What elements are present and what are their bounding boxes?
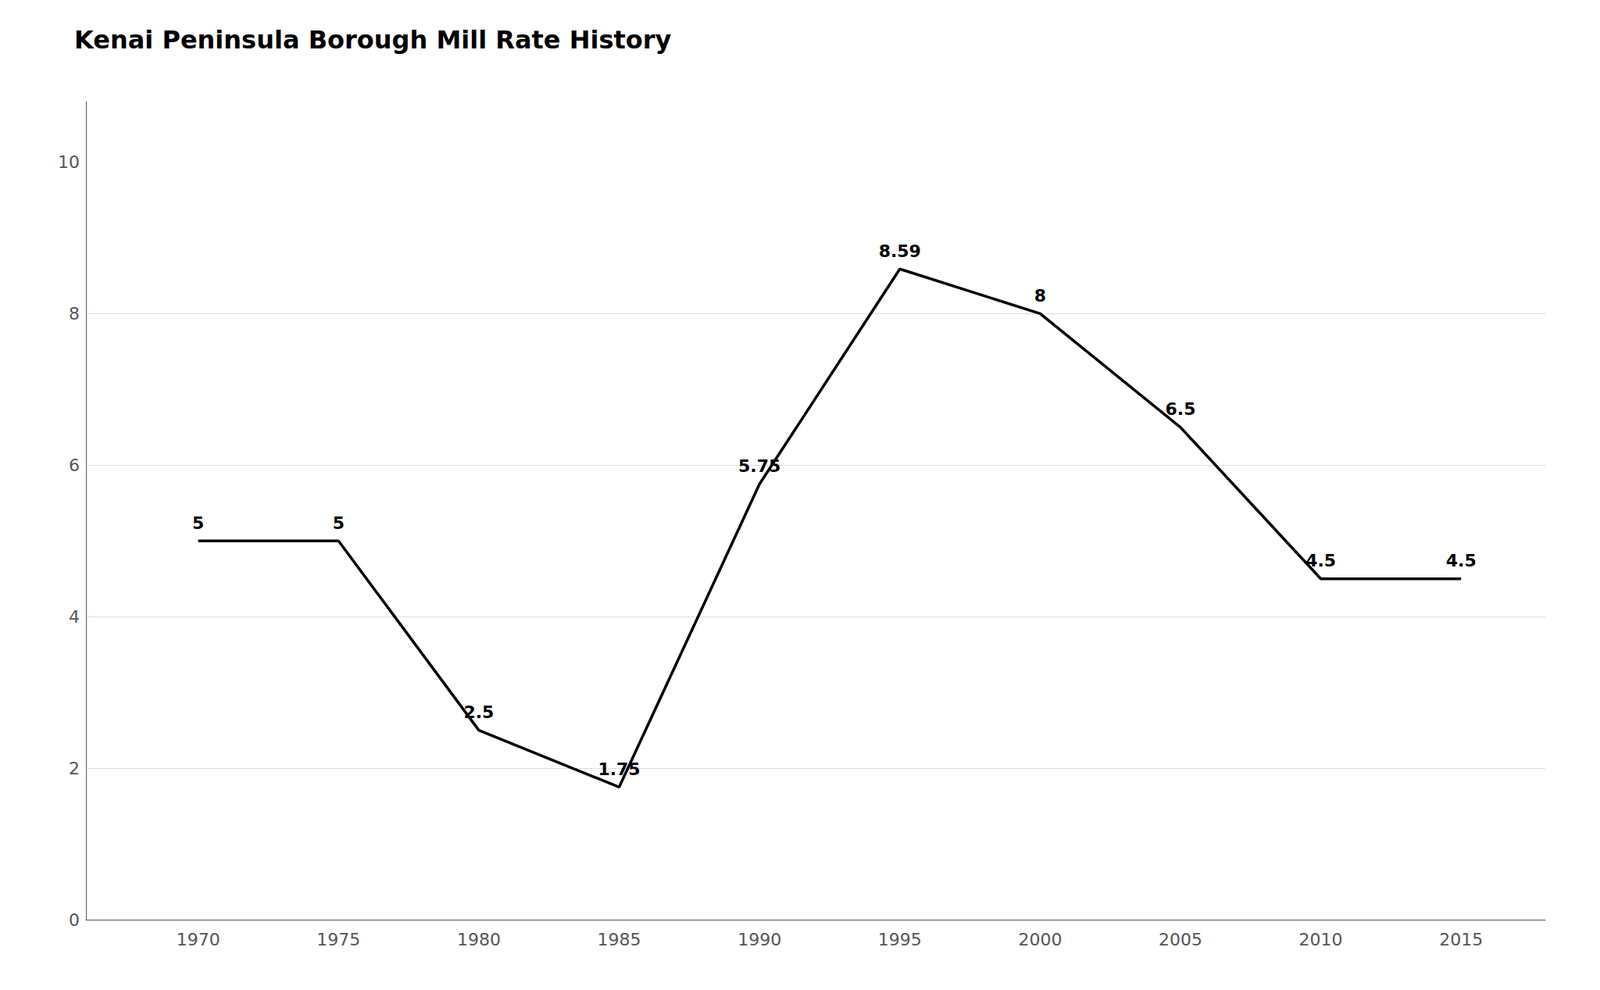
svg-text:5.75: 5.75 <box>738 456 781 476</box>
svg-text:1980: 1980 <box>457 929 501 950</box>
svg-text:1.75: 1.75 <box>597 759 640 779</box>
svg-text:1985: 1985 <box>597 929 642 950</box>
svg-text:6: 6 <box>68 455 80 475</box>
svg-text:6.5: 6.5 <box>1165 399 1197 419</box>
svg-text:4.5: 4.5 <box>1446 550 1477 571</box>
svg-text:8: 8 <box>68 303 80 324</box>
svg-text:1995: 1995 <box>878 929 922 950</box>
svg-text:Kenai Peninsula Borough Mill R: Kenai Peninsula Borough Mill Rate Histor… <box>74 25 672 55</box>
svg-text:0: 0 <box>68 910 80 930</box>
svg-text:10: 10 <box>57 152 80 172</box>
svg-text:2015: 2015 <box>1439 929 1483 950</box>
svg-text:5: 5 <box>192 513 204 533</box>
svg-text:4: 4 <box>68 607 80 627</box>
svg-text:4.5: 4.5 <box>1305 550 1336 571</box>
svg-text:1975: 1975 <box>316 929 361 950</box>
svg-text:8: 8 <box>1034 285 1047 306</box>
svg-text:2000: 2000 <box>1017 929 1062 950</box>
svg-text:1970: 1970 <box>176 929 221 950</box>
svg-text:2010: 2010 <box>1299 929 1343 950</box>
svg-text:2005: 2005 <box>1158 929 1203 950</box>
svg-text:1990: 1990 <box>737 929 782 950</box>
svg-text:8.59: 8.59 <box>878 241 922 261</box>
svg-text:2.5: 2.5 <box>463 702 494 722</box>
svg-text:2: 2 <box>68 758 80 779</box>
svg-text:5: 5 <box>332 513 345 533</box>
